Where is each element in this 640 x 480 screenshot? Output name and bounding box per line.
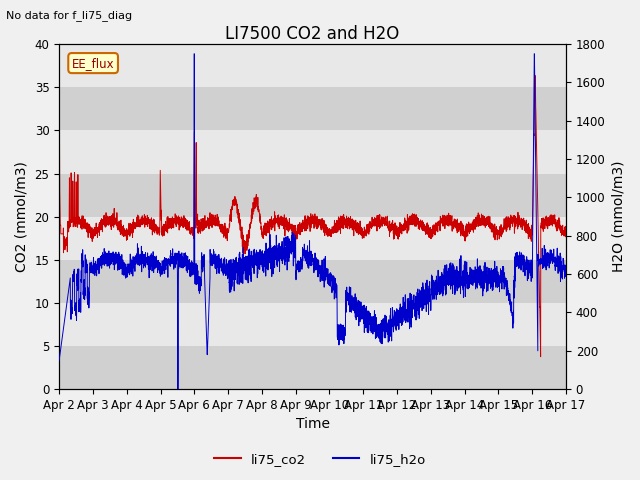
Bar [59,260,566,303]
Text: No data for f_li75_diag: No data for f_li75_diag [6,10,132,21]
Y-axis label: H2O (mmol/m3): H2O (mmol/m3) [611,161,625,272]
Title: LI7500 CO2 and H2O: LI7500 CO2 and H2O [225,24,400,43]
Y-axis label: CO2 (mmol/m3): CO2 (mmol/m3) [15,161,29,272]
Legend: li75_co2, li75_h2o: li75_co2, li75_h2o [209,447,431,471]
Bar [59,173,566,216]
Text: EE_flux: EE_flux [72,57,115,70]
Bar [59,346,566,389]
Bar [59,87,566,131]
X-axis label: Time: Time [296,418,330,432]
